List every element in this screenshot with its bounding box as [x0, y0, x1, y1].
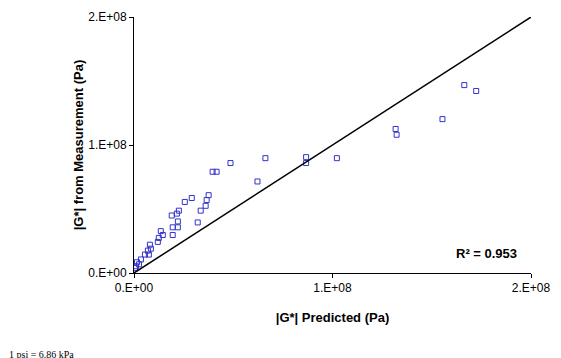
svg-text:1.E+08: 1.E+08 [313, 281, 352, 295]
svg-text:R² = 0.953: R² = 0.953 [456, 246, 517, 261]
svg-text:1.E+08: 1.E+08 [88, 138, 127, 152]
svg-text:2.E+08: 2.E+08 [88, 10, 127, 24]
svg-text:|G*| Predicted (Pa): |G*| Predicted (Pa) [276, 310, 389, 325]
svg-text:0.E+00: 0.E+00 [88, 266, 127, 280]
svg-text:1 psi = 6.86 kPa: 1 psi = 6.86 kPa [9, 349, 74, 358]
svg-text:0.E+00: 0.E+00 [115, 281, 154, 295]
svg-text:|G*| from Measurement (Pa): |G*| from Measurement (Pa) [71, 60, 86, 231]
svg-text:2.E+08: 2.E+08 [512, 281, 551, 295]
